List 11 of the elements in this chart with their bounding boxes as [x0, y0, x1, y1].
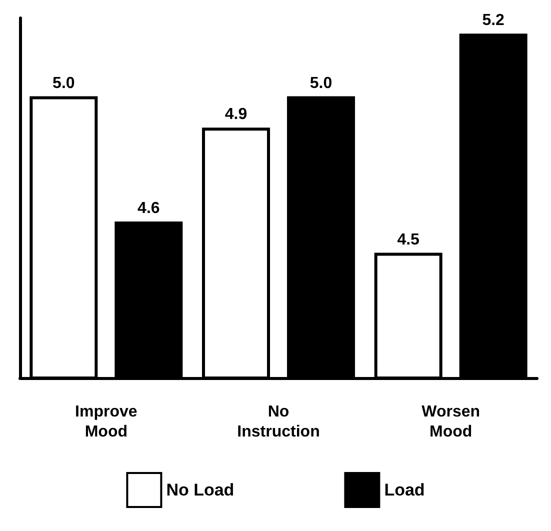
data-label: 5.0 [310, 74, 332, 92]
data-label: 4.9 [224, 106, 248, 124]
x-tick-label: Improve Mood [75, 404, 138, 440]
data-label: 4.5 [397, 231, 420, 248]
x-tick-label: Worsen Mood [422, 404, 480, 440]
data-label: 5.0 [52, 74, 75, 92]
data-label: 4.6 [138, 200, 160, 217]
legend-label: No Load [166, 480, 234, 500]
data-label: 5.2 [482, 12, 505, 30]
x-tick-label: No Instruction [237, 404, 320, 440]
legend-label: Load [384, 480, 425, 500]
